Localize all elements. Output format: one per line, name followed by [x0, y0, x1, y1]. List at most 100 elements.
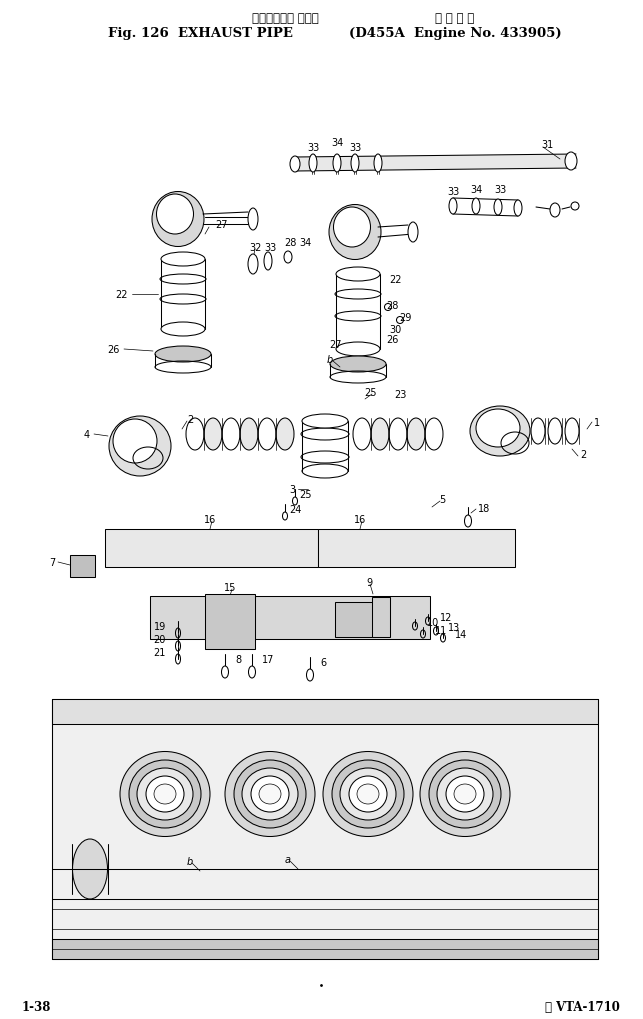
Ellipse shape	[302, 465, 348, 479]
Text: 28: 28	[386, 301, 398, 311]
Ellipse shape	[464, 516, 471, 528]
Text: 17: 17	[262, 654, 275, 664]
Ellipse shape	[349, 776, 387, 812]
Ellipse shape	[332, 760, 404, 828]
Ellipse shape	[290, 157, 300, 173]
Ellipse shape	[454, 785, 476, 804]
Text: 7: 7	[49, 557, 55, 568]
Text: 33: 33	[447, 186, 459, 197]
Ellipse shape	[429, 760, 501, 828]
Bar	[205, 594, 255, 649]
Ellipse shape	[155, 346, 211, 363]
Text: 27: 27	[329, 339, 341, 350]
Text: 33: 33	[264, 243, 276, 253]
Polygon shape	[52, 699, 598, 959]
Text: 12: 12	[440, 612, 453, 623]
Text: 33: 33	[349, 143, 361, 153]
Ellipse shape	[425, 419, 443, 450]
Text: 22: 22	[116, 289, 128, 300]
Text: 11: 11	[435, 626, 448, 636]
Text: 28: 28	[284, 237, 296, 248]
Ellipse shape	[408, 223, 418, 243]
Ellipse shape	[330, 357, 386, 373]
Ellipse shape	[248, 666, 255, 679]
Ellipse shape	[371, 419, 389, 450]
Polygon shape	[52, 940, 598, 959]
Text: 26: 26	[386, 334, 398, 344]
Bar	[70, 555, 95, 578]
Text: 27: 27	[215, 220, 228, 229]
Text: 4: 4	[84, 430, 90, 439]
Ellipse shape	[225, 752, 315, 837]
Text: 1-38: 1-38	[22, 1001, 51, 1014]
Ellipse shape	[336, 342, 380, 357]
Ellipse shape	[548, 419, 562, 444]
Ellipse shape	[293, 497, 298, 505]
Text: a: a	[285, 854, 291, 864]
Ellipse shape	[161, 323, 205, 336]
Text: 1: 1	[594, 418, 600, 428]
Text: 9: 9	[366, 578, 372, 587]
Ellipse shape	[161, 253, 205, 267]
Text: 34: 34	[299, 237, 311, 248]
Text: 10: 10	[427, 618, 439, 628]
Text: Fig. 126  EXHAUST PIPE: Fig. 126 EXHAUST PIPE	[107, 26, 293, 40]
Ellipse shape	[240, 419, 258, 450]
Ellipse shape	[309, 155, 317, 173]
Ellipse shape	[221, 666, 228, 679]
Text: 25: 25	[299, 489, 311, 499]
Ellipse shape	[449, 199, 457, 215]
Ellipse shape	[258, 419, 276, 450]
Ellipse shape	[476, 410, 520, 447]
Text: b: b	[327, 355, 333, 365]
Ellipse shape	[351, 155, 359, 173]
Text: 6: 6	[320, 657, 326, 667]
Text: (D455A  Engine No. 433905): (D455A Engine No. 433905)	[349, 26, 561, 40]
Ellipse shape	[353, 419, 371, 450]
Ellipse shape	[152, 193, 204, 248]
Text: 33: 33	[307, 143, 319, 153]
Text: 16: 16	[204, 515, 216, 525]
Ellipse shape	[514, 201, 522, 217]
Ellipse shape	[73, 840, 107, 899]
Ellipse shape	[407, 419, 425, 450]
Text: 24: 24	[289, 504, 301, 515]
Ellipse shape	[284, 252, 292, 264]
Ellipse shape	[259, 785, 281, 804]
Ellipse shape	[531, 419, 545, 444]
Ellipse shape	[276, 419, 294, 450]
Bar	[335, 602, 375, 637]
Ellipse shape	[329, 205, 381, 260]
Text: 5: 5	[439, 494, 445, 504]
Text: 8: 8	[235, 654, 241, 664]
Text: 23: 23	[394, 389, 406, 399]
Polygon shape	[150, 596, 430, 639]
Ellipse shape	[156, 195, 194, 234]
Ellipse shape	[389, 419, 407, 450]
Text: 15: 15	[224, 583, 236, 592]
Ellipse shape	[374, 155, 382, 173]
Text: 29: 29	[399, 313, 411, 323]
Ellipse shape	[186, 419, 204, 450]
Ellipse shape	[333, 155, 341, 173]
Ellipse shape	[307, 669, 314, 682]
Text: 19: 19	[154, 622, 166, 632]
Text: 32: 32	[249, 243, 261, 253]
Ellipse shape	[137, 768, 193, 820]
Text: 25: 25	[364, 387, 376, 397]
Ellipse shape	[248, 255, 258, 275]
Ellipse shape	[129, 760, 201, 828]
Polygon shape	[52, 699, 598, 725]
Text: 26: 26	[107, 344, 120, 355]
Polygon shape	[105, 530, 318, 568]
Text: 34: 34	[470, 184, 482, 195]
Ellipse shape	[251, 776, 289, 812]
Ellipse shape	[340, 768, 396, 820]
Ellipse shape	[282, 513, 287, 521]
Ellipse shape	[109, 417, 171, 477]
Ellipse shape	[234, 760, 306, 828]
Ellipse shape	[336, 268, 380, 281]
Ellipse shape	[323, 752, 413, 837]
Text: 2: 2	[187, 415, 193, 425]
Text: 13: 13	[448, 623, 460, 633]
